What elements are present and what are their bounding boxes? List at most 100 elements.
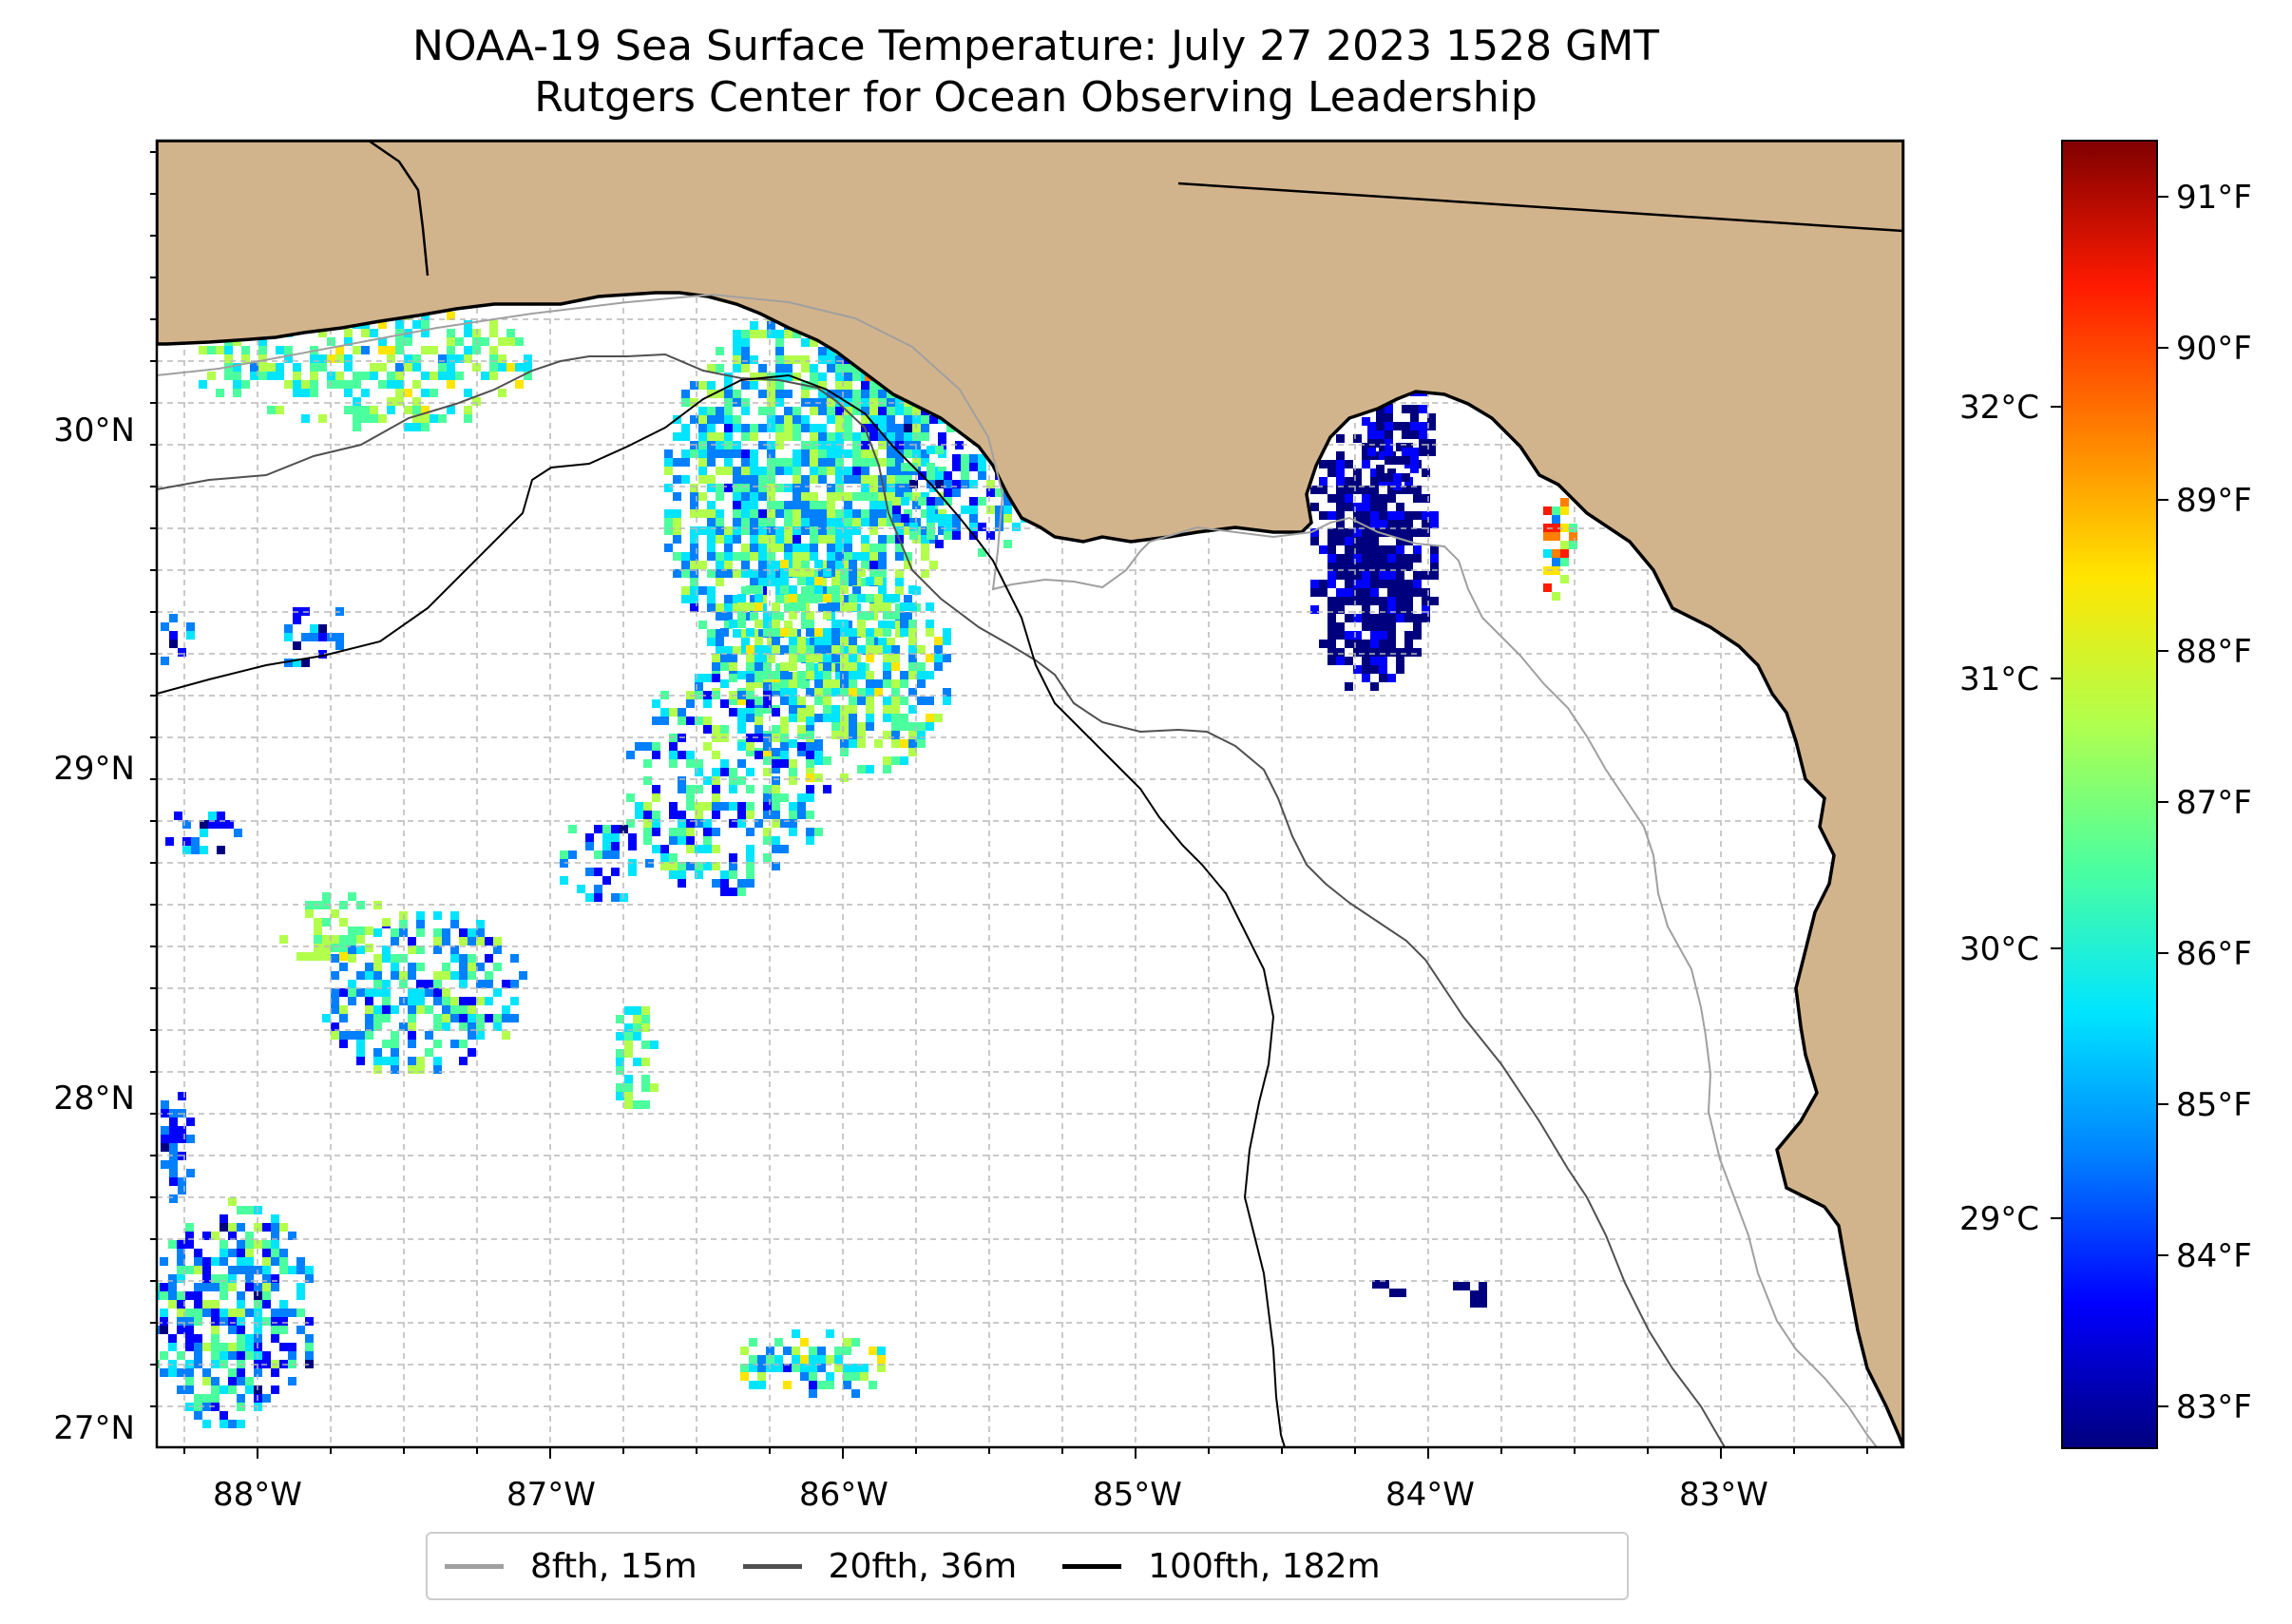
sst-pixel [1362,580,1370,588]
sst-pixel [1345,614,1353,622]
sst-pixel [450,1014,459,1022]
sst-pixel [228,1326,237,1334]
sst-pixel [678,870,686,879]
sst-pixel [793,501,801,509]
sst-pixel [331,944,339,952]
sst-pixel [835,672,844,680]
sst-pixel [1387,588,1396,597]
sst-pixel [797,637,806,645]
sst-pixel [382,1014,391,1022]
sst-pixel [373,1022,382,1031]
sst-pixel [1362,417,1370,426]
sst-pixel [892,506,901,514]
sst-pixel [370,406,378,414]
sst-pixel [373,1057,382,1065]
sst-pixel [1336,434,1345,443]
sst-pixel [849,679,857,688]
sst-pixel [827,561,835,569]
sst-pixel [339,901,348,909]
sst-pixel [1385,448,1393,456]
sst-pixel [758,544,767,552]
sst-pixel [754,662,763,671]
sst-pixel [1327,657,1336,665]
sst-pixel [929,415,938,424]
sst-pixel [737,888,746,896]
sst-pixel [978,523,986,531]
sst-pixel [348,980,356,988]
sst-pixel [724,449,733,458]
sst-pixel [767,552,775,561]
sst-pixel [935,480,944,488]
sst-pixel [433,937,442,946]
sst-pixel [789,776,797,785]
sst-pixel [485,1014,493,1022]
sst-pixel [741,407,750,415]
sst-pixel [468,971,476,980]
sst-pixel [961,463,969,471]
sst-pixel [814,688,823,697]
sst-pixel [208,820,217,829]
sst-pixel [793,526,801,535]
sst-pixel [775,535,784,544]
sst-pixel [695,811,703,819]
sst-pixel [237,1266,245,1274]
sst-pixel [1319,486,1327,494]
sst-pixel [690,501,698,509]
sst-pixel [857,765,866,774]
sst-pixel [348,946,356,954]
sst-pixel [887,638,895,646]
sst-pixel [792,1355,800,1364]
sst-pixel [673,569,681,578]
sst-pixel [160,1257,168,1266]
sst-pixel [891,705,900,714]
sst-pixel [664,484,673,492]
sst-pixel [810,458,818,467]
sst-pixel [438,372,447,380]
sst-pixel [835,364,844,373]
sst-pixel [814,697,823,705]
sst-pixel [202,1309,211,1317]
sst-pixel [866,645,874,654]
sst-pixel [827,552,835,561]
sst-pixel [160,1368,168,1377]
sst-pixel [703,862,712,870]
sst-pixel [284,659,293,667]
sst-pixel [737,759,746,768]
sst-pixel [695,674,703,682]
sst-pixel [904,492,912,501]
sst-pixel [245,1377,254,1385]
sst-pixel [754,594,763,602]
colorbar-f-label: 86°F [2176,935,2252,973]
sst-pixel [1353,563,1362,571]
sst-pixel [186,1169,195,1177]
sst-pixel [616,1083,624,1092]
sst-pixel [926,671,934,679]
lat-label: 29°N [53,750,135,788]
sst-pixel [934,662,943,671]
sst-pixel [772,765,780,774]
sst-pixel [220,1274,228,1283]
sst-pixel [758,578,767,586]
sst-pixel [891,662,900,671]
sst-pixel [818,398,827,407]
sst-pixel [784,603,793,612]
sst-pixel [387,346,395,354]
sst-pixel [1387,520,1396,528]
sst-pixel [1396,605,1404,614]
sst-pixel [707,364,716,373]
sst-pixel [801,509,810,518]
sst-pixel [943,697,951,705]
sst-pixel [157,1326,160,1334]
sst-pixel [643,742,652,751]
sst-pixel [464,346,472,354]
sst-pixel [1396,648,1404,657]
sst-pixel [678,811,686,819]
sst-pixel [643,819,652,828]
sst-pixel [793,475,801,484]
sst-pixel [1379,605,1387,614]
sst-pixel [506,363,515,372]
sst-pixel [250,372,258,380]
sst-pixel [626,793,635,802]
sst-pixel [849,637,857,645]
sst-pixel [801,415,810,424]
